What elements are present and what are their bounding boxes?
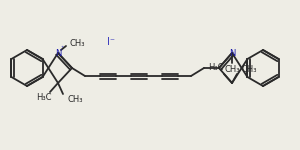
Text: CH₃: CH₃ [242, 64, 257, 74]
Text: N: N [229, 48, 235, 57]
Text: I⁻: I⁻ [107, 37, 115, 47]
Text: ⁺: ⁺ [60, 45, 64, 51]
Text: H₃C: H₃C [36, 93, 52, 102]
Text: H₃C: H₃C [208, 63, 224, 72]
Text: CH₃: CH₃ [224, 64, 240, 74]
Text: CH₃: CH₃ [67, 96, 83, 105]
Text: N: N [55, 48, 61, 57]
Text: CH₃: CH₃ [69, 39, 85, 48]
